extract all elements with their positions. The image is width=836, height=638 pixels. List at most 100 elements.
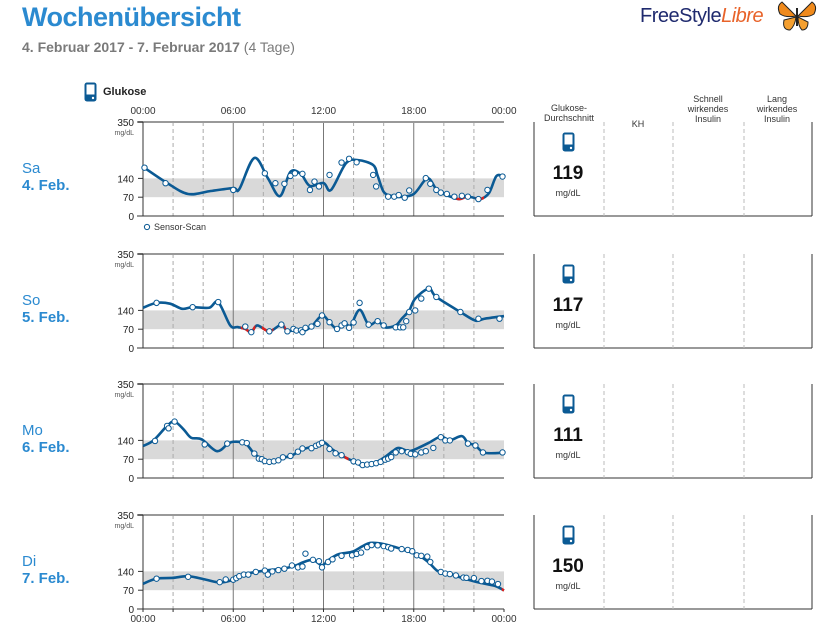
average-glucose: 111 mg/dL (533, 394, 603, 460)
logo-libre: Libre (721, 5, 764, 27)
x-tick-label: 00:00 (130, 106, 155, 117)
sensor-scan-point (464, 440, 472, 447)
sensor-scan-point (281, 180, 288, 187)
sensor-scan-point (433, 293, 440, 301)
sensor-scan-point (278, 321, 285, 328)
average-unit: mg/dL (555, 581, 581, 591)
scan-marker-icon (143, 223, 151, 231)
sensor-scan-point (400, 324, 407, 331)
freestyle-libre-logo: FreeStyleLibre (640, 0, 820, 34)
glucose-chart-day: 350 140 70 0 mg/dL (115, 250, 813, 355)
sensor-scan-point (368, 541, 375, 549)
y-unit-label: mg/dL (115, 392, 135, 399)
page-title: Wochenübersicht (22, 2, 241, 32)
sensor-scan-point (463, 574, 470, 582)
sensor-scan-point (496, 315, 503, 322)
date-range-text: 4. Februar 2017 - 7. Februar 2017 (22, 39, 240, 55)
x-tick-label: 00:00 (130, 614, 155, 625)
y-tick-label: 0 (128, 474, 134, 485)
sensor-scan-point (287, 172, 294, 180)
sensor-scan-point (318, 439, 326, 447)
sensor-scan-point (458, 192, 466, 200)
butterfly-icon (777, 1, 817, 31)
sensor-scan-point (341, 320, 348, 327)
glucose-chart-day: 350 140 70 0 mg/dL 00:00 06:00 12:00 18:00 00:00 (115, 511, 813, 625)
date: 7. Feb. (22, 570, 70, 587)
sensor-scan-point (165, 425, 172, 432)
day-label: Di 7. Feb. (22, 553, 70, 587)
sensor-scan-point (326, 319, 333, 326)
sensor-scan-point (427, 180, 434, 187)
sensor-scan-point (446, 437, 454, 444)
header-fast-text: Schnell wirkendes Insulin (687, 94, 729, 124)
y-unit-label: mg/dL (115, 262, 135, 269)
sensor-reader-icon (84, 82, 97, 102)
sensor-scan-point (162, 180, 169, 187)
sensor-scan-point (406, 308, 413, 316)
sensor-scan-point (251, 450, 258, 457)
sensor-scan-point (288, 562, 296, 569)
header-long-text: Lang wirkendes Insulin (756, 94, 798, 124)
glucose-section-label: Glukose (84, 82, 146, 102)
sensor-scan-point (264, 571, 272, 578)
sensor-scan-point (387, 453, 395, 461)
sensor-scan-point (224, 440, 231, 447)
legend: Sensor-Scan (143, 222, 206, 232)
y-tick-label: 70 (123, 193, 135, 204)
x-tick-label: 18:00 (401, 106, 426, 117)
sensor-scan-point (406, 187, 413, 194)
x-tick-label: 06:00 (221, 106, 246, 117)
sensor-scan-point (329, 556, 336, 563)
sensor-scan-point (171, 418, 178, 425)
sensor-scan-point (308, 323, 315, 330)
sensor-scan-point (409, 548, 416, 555)
sensor-scan-point (215, 298, 222, 306)
header-kh: KH (598, 119, 678, 129)
sensor-scan-point (243, 439, 250, 447)
sensor-reader-icon (562, 132, 574, 152)
y-tick-label: 350 (117, 118, 134, 129)
sensor-scan-point (387, 545, 395, 552)
y-tick-label: 70 (123, 325, 135, 336)
sensor-reader-icon (562, 264, 574, 284)
average-value: 117 (552, 295, 584, 316)
sensor-scan-point (478, 577, 485, 585)
sensor-scan-point (242, 323, 249, 330)
sensor-scan-point (499, 449, 506, 456)
sensor-scan-point (446, 570, 454, 578)
date: 4. Feb. (22, 177, 70, 194)
sensor-scan-point (309, 556, 317, 564)
sensor-scan-point (275, 457, 282, 464)
average-value: 111 (553, 425, 583, 446)
sensor-scan-point (311, 178, 318, 185)
sensor-scan-point (338, 451, 345, 459)
sensor-scan-point (201, 441, 208, 448)
date: 6. Feb. (22, 439, 70, 456)
sensor-scan-point (291, 170, 299, 177)
sensor-reader-icon (562, 525, 574, 545)
sensor-scan-point (418, 552, 425, 560)
sensor-scan-point (272, 180, 279, 187)
x-tick-label: 12:00 (311, 106, 336, 117)
sensor-scan-point (433, 186, 440, 194)
sensor-scan-point (470, 574, 478, 582)
y-tick-label: 70 (123, 455, 135, 466)
sensor-scan-point (392, 449, 399, 456)
sensor-scan-point (457, 308, 464, 316)
sensor-scan-point (302, 324, 309, 332)
sensor-scan-point (314, 320, 321, 328)
sensor-scan-point (332, 450, 339, 457)
y-tick-label: 140 (117, 174, 134, 185)
sensor-scan-point (424, 553, 431, 560)
sensor-scan-point (350, 319, 357, 326)
sensor-scan-point (222, 576, 229, 583)
average-value: 150 (552, 556, 584, 577)
sensor-scan-point (141, 164, 148, 171)
sensor-scan-point (451, 193, 458, 200)
sensor-scan-point (425, 285, 432, 292)
sensor-scan-point (452, 572, 460, 579)
sensor-scan-point (357, 549, 365, 556)
sensor-scan-point (412, 451, 419, 458)
sensor-scan-point (299, 170, 306, 178)
sensor-scan-point (275, 566, 282, 574)
